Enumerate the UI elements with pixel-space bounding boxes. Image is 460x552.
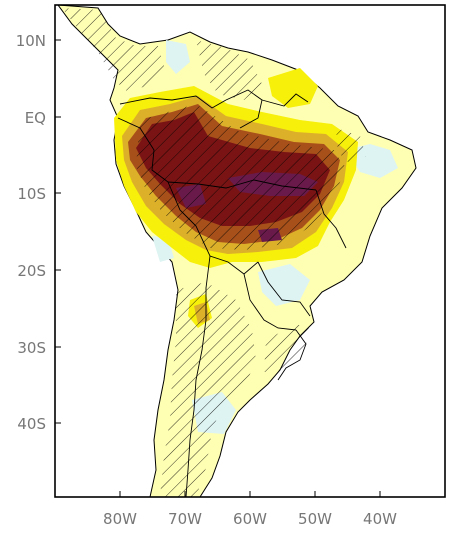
lat-label: 20S: [17, 262, 46, 280]
border-line: [117, 117, 169, 183]
hatch-area: [264, 324, 314, 372]
axis-ticks: [55, 39, 381, 497]
longitude-labels: 80W 70W 60W 50W 40W: [103, 510, 397, 528]
lat-label: EQ: [25, 109, 46, 127]
border-line: [243, 273, 297, 331]
lon-label: 40W: [363, 510, 397, 528]
significance-hatching: [62, 8, 366, 497]
lon-label: 60W: [233, 510, 267, 528]
border-line: [257, 261, 311, 317]
yellow-region: [268, 68, 318, 108]
lon-label: 50W: [298, 510, 332, 528]
border-line: [185, 255, 211, 497]
lat-label: 10N: [16, 32, 46, 50]
hatch-area: [136, 104, 346, 250]
border-line: [277, 329, 307, 381]
latitude-labels: 10N EQ 10S 20S 30S 40S: [16, 32, 46, 433]
hatch-area: [336, 128, 366, 166]
map-body: [55, 5, 445, 497]
lat-label: 30S: [17, 339, 46, 357]
country-borders: [117, 89, 347, 497]
light-blue-region: [258, 264, 310, 306]
light-blue-region: [166, 40, 190, 74]
border-line: [119, 95, 227, 109]
hatch-area: [160, 282, 256, 497]
hatch-area: [196, 40, 262, 100]
lat-label: 10S: [17, 185, 46, 203]
hatch-area: [62, 8, 164, 92]
border-line: [261, 93, 309, 107]
lon-label: 80W: [103, 510, 137, 528]
border-line: [167, 179, 317, 191]
border-line: [315, 189, 347, 249]
lat-label: 40S: [17, 415, 46, 433]
lon-label: 70W: [168, 510, 202, 528]
